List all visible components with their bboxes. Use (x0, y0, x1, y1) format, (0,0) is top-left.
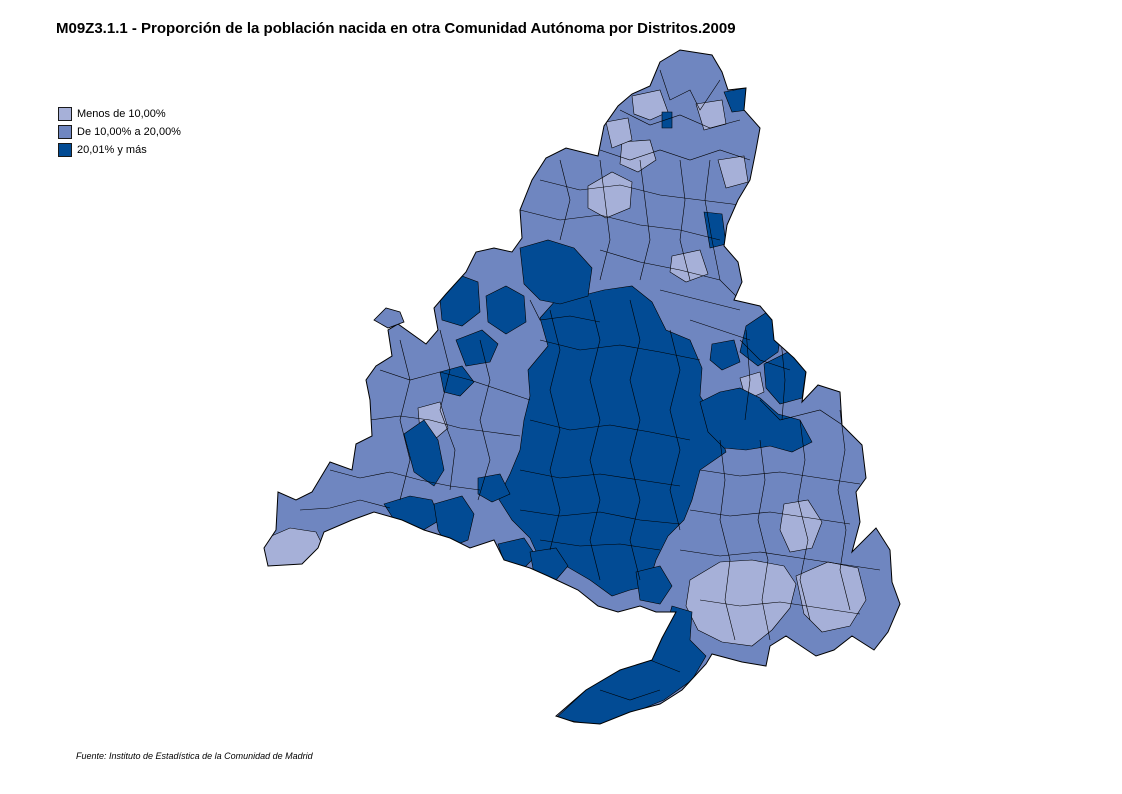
map-legend: Menos de 10,00% De 10,00% a 20,00% 20,01… (58, 105, 181, 159)
legend-item-high: 20,01% y más (58, 141, 181, 159)
district-dark-west-2 (403, 419, 445, 487)
district-exclave (373, 307, 405, 329)
district-light-southeast (685, 559, 797, 647)
legend-label-high: 20,01% y más (77, 144, 147, 156)
district-dark-northwest-4 (455, 329, 499, 367)
district-light-southwest (264, 527, 325, 569)
district-dark-north-spot-2 (661, 111, 673, 129)
legend-swatch-low (58, 107, 72, 121)
district-dark-northwest-1 (519, 239, 593, 305)
page-title: M09Z3.1.1 - Proporción de la población n… (56, 20, 736, 37)
district-dark-southwest-3 (477, 473, 511, 503)
district-light-north-4 (605, 117, 633, 149)
legend-item-low: Menos de 10,00% (58, 105, 181, 123)
district-dark-metro (497, 285, 727, 597)
legend-label-low: Menos de 10,00% (77, 108, 166, 120)
legend-swatch-medium (58, 125, 72, 139)
district-dark-south-3 (635, 565, 673, 605)
district-light-east-1 (779, 499, 823, 553)
legend-item-medium: De 10,00% a 20,00% (58, 123, 181, 141)
district-light-north-1 (587, 171, 633, 219)
district-light-north-6 (717, 155, 749, 189)
district-dark-east-3 (709, 339, 741, 371)
district-light-north-7 (669, 249, 709, 283)
district-dark-southeast-tail (555, 605, 707, 724)
legend-swatch-high (58, 143, 72, 157)
district-dark-west-1 (439, 365, 475, 397)
district-dark-southwest-2 (433, 495, 475, 549)
legend-label-medium: De 10,00% a 20,00% (77, 126, 181, 138)
district-boundaries (299, 69, 881, 701)
district-dark-east-corridor (699, 387, 813, 453)
district-light-north-3 (631, 89, 669, 121)
source-note: Fuente: Instituto de Estadística de la C… (76, 751, 313, 761)
district-dark-northwest-2 (485, 285, 527, 335)
district-light-north-2 (619, 139, 657, 173)
